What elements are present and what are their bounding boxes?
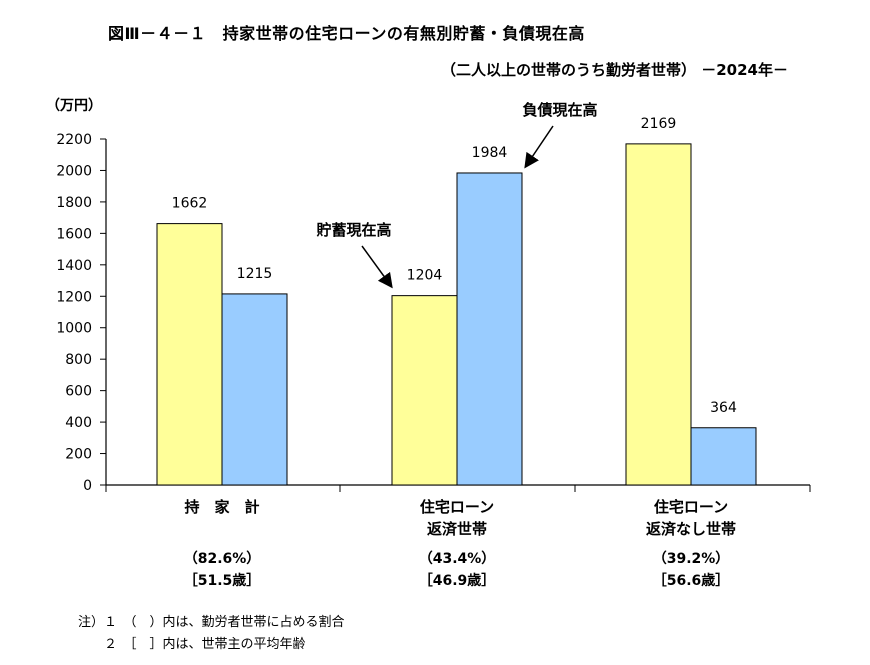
debt-arrow (524, 125, 554, 169)
savings-arrow (361, 245, 393, 289)
data-label: 1204 (407, 268, 443, 284)
y-tick-label: 0 (83, 478, 92, 494)
category-label-repaying: 住宅ローン 返済世帯 (420, 496, 494, 540)
debt-annotation: 負債現在高 (522, 101, 597, 119)
savings-annotation: 貯蓄現在高 (316, 221, 391, 239)
y-tick-label: 1600 (56, 226, 92, 242)
household-share: （82.6%） (183, 551, 261, 567)
data-label: 1984 (472, 145, 508, 161)
category-line1: 住宅ローン (653, 498, 729, 516)
group-meta-repaying: （43.4%） ［46.9歳］ (419, 548, 496, 592)
category-label-all-owners: 持 家 計 (184, 496, 259, 518)
y-tick-label: 1200 (56, 289, 92, 305)
y-tick-label: 2200 (56, 132, 92, 148)
y-tick-label: 600 (65, 384, 92, 400)
y-tick-label: 200 (65, 447, 92, 463)
household-share: （39.2%） (652, 551, 730, 567)
average-age: ［51.5歳］ (183, 573, 261, 589)
y-tick-label: 1800 (56, 195, 92, 211)
data-label: 2169 (641, 116, 677, 132)
chart-subtitle: （二人以上の世帯のうち勤労者世帯） －2024年－ (441, 61, 788, 79)
average-age: ［56.6歳］ (652, 573, 730, 589)
category-line1: 持 家 計 (184, 498, 260, 516)
y-axis-unit: （万円） (46, 98, 102, 114)
savings-bar (391, 295, 458, 486)
footnote-2: ２ ［ ］内は、世帯主の平均年齢 (78, 637, 306, 652)
household-share: （43.4%） (418, 551, 496, 567)
average-age: ［46.9歳］ (418, 573, 496, 589)
debt-bar (456, 172, 523, 486)
data-label: 364 (710, 400, 737, 416)
data-label: 1662 (172, 196, 208, 212)
y-tick-label: 2000 (56, 163, 92, 179)
data-label: 1215 (237, 266, 273, 282)
category-line1: 住宅ローン (419, 498, 495, 516)
category-line2: 返済世帯 (426, 520, 488, 538)
category-line2: 返済なし世帯 (645, 520, 737, 538)
y-tick-label: 400 (65, 415, 92, 431)
y-tick-label: 1400 (56, 258, 92, 274)
footnote-1: 注）１ （ ）内は、勤労者世帯に占める割合 (78, 615, 345, 630)
savings-bar (625, 143, 692, 486)
group-meta-no-loan: （39.2%） ［56.6歳］ (653, 548, 730, 592)
group-meta-all-owners: （82.6%） ［51.5歳］ (184, 548, 261, 592)
y-tick-label: 800 (65, 352, 92, 368)
y-tick-label: 1000 (56, 321, 92, 337)
debt-bar (221, 293, 288, 486)
chart-title: 図Ⅲ－４－１ 持家世帯の住宅ローンの有無別貯蓄・負債現在高 (108, 24, 585, 43)
savings-bar (156, 223, 223, 486)
category-label-no-loan: 住宅ローン 返済なし世帯 (646, 496, 736, 540)
footnotes: 注）１ （ ）内は、勤労者世帯に占める割合 ２ ［ ］内は、世帯主の平均年齢 (78, 612, 345, 656)
debt-bar (690, 427, 757, 486)
